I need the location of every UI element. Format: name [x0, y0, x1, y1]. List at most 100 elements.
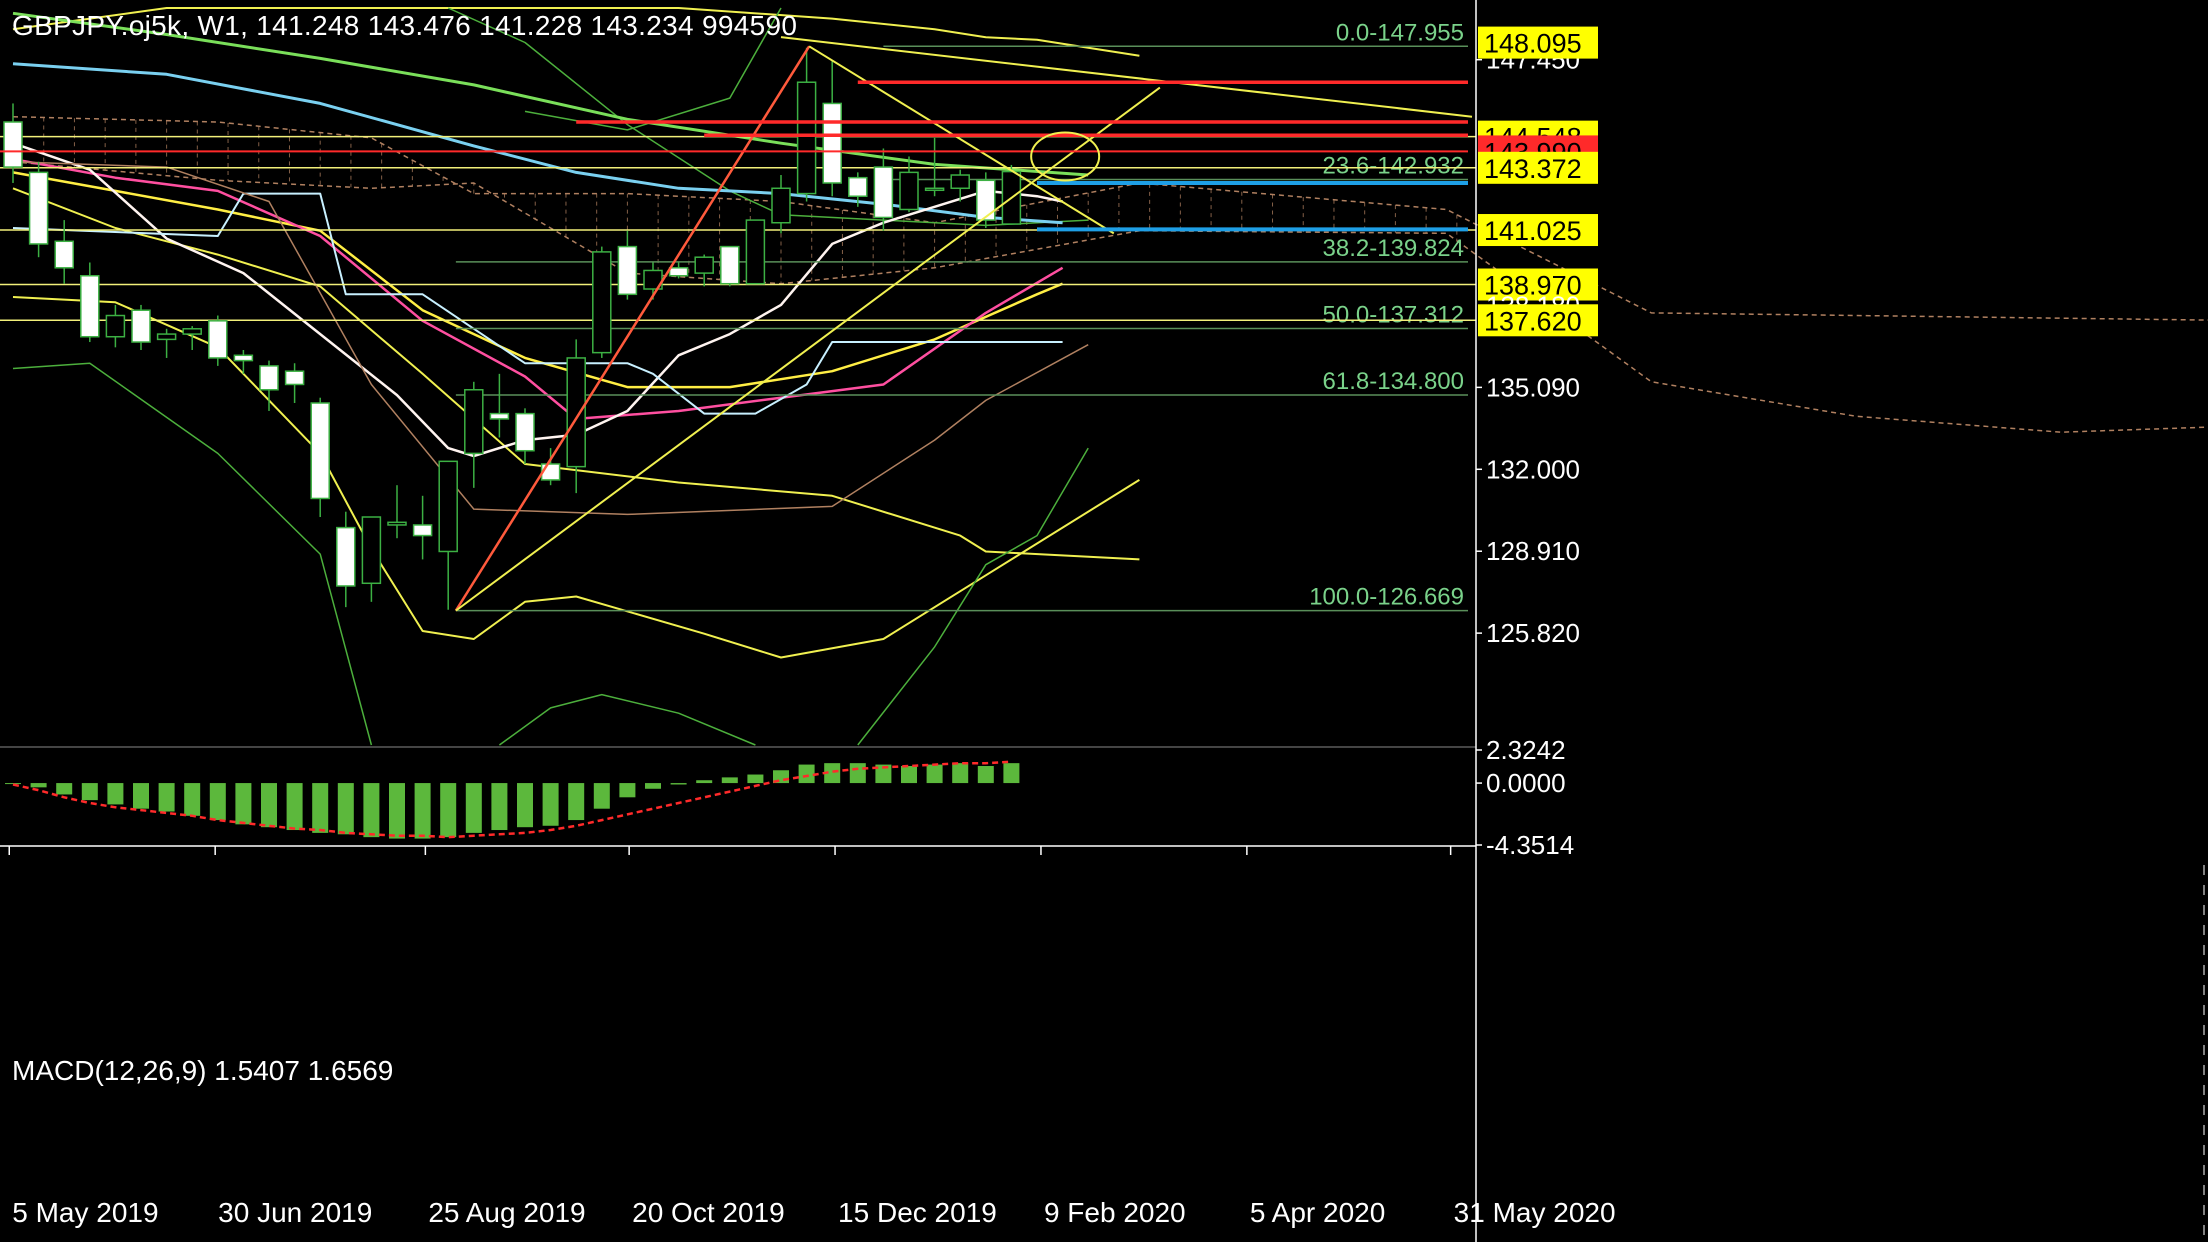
macd-tick-label: 2.3242	[1486, 735, 1566, 765]
macd-main-value: 1.5407	[214, 1055, 300, 1086]
candle-bull	[182, 328, 202, 335]
symbol-label: GBPJPY.oj5k	[12, 10, 182, 41]
macd-bar	[209, 783, 226, 821]
macd-bar	[337, 783, 354, 835]
envelope-upper	[447, 7, 1089, 227]
candle-bear	[233, 354, 254, 362]
macd-bar	[926, 764, 943, 784]
x-tick-label: 15 Dec 2019	[838, 1197, 997, 1228]
price-tag-bg	[1478, 26, 1598, 59]
timeframe-label: W1	[197, 10, 241, 41]
fib-label: 100.0-126.669	[1309, 584, 1464, 611]
candle-bull	[566, 357, 586, 468]
candle-bear	[489, 412, 510, 420]
ma-cyan	[12, 62, 1063, 225]
yellow-downtrend	[808, 45, 1115, 235]
candle-bear	[259, 365, 279, 391]
macd-bar	[30, 783, 47, 788]
candle-bear	[873, 166, 894, 219]
x-tick-label: 25 Aug 2019	[428, 1197, 585, 1228]
y-tick-label: 125.820	[1486, 618, 1580, 648]
macd-bar	[440, 783, 457, 838]
price-tag-bg	[1478, 151, 1598, 184]
candle-bull	[464, 389, 484, 455]
candle-bear	[3, 121, 23, 168]
candle-bear	[28, 171, 49, 245]
bollinger-lower	[12, 296, 1140, 659]
macd-tick-label: -4.3514	[1486, 830, 1574, 860]
price-tag-label: 137.620	[1484, 306, 1582, 336]
macd-bar	[389, 783, 405, 839]
macd-bar	[568, 783, 585, 821]
envelope-lower-2	[498, 693, 756, 746]
candle-bull	[105, 314, 126, 338]
macd-bar	[363, 783, 380, 838]
candle-bull	[361, 516, 382, 585]
price-tag-label: 143.372	[1484, 154, 1582, 184]
macd-bar	[875, 764, 892, 784]
envelope-lower	[12, 362, 373, 746]
fibonacci-retracement: 0.0-147.955 23.6-142.932 38.2-139.824 50.0-…	[455, 19, 1468, 612]
candle-bear	[540, 463, 561, 481]
price-tag-label: 141.025	[1484, 216, 1582, 246]
tenkan-line	[12, 192, 1063, 415]
candle-bear	[976, 179, 996, 221]
candle-bear	[515, 412, 535, 452]
red-trendline	[454, 45, 811, 612]
price-tags: 148.095144.548143.990143.372141.025138.9…	[1478, 26, 1598, 337]
macd-bar	[824, 763, 841, 784]
x-tick-label: 5 May 2019	[12, 1197, 158, 1228]
macd-bar	[901, 765, 917, 784]
macd-bar	[491, 783, 508, 831]
y-tick-label: 128.910	[1486, 536, 1580, 566]
macd-bar	[670, 783, 687, 785]
macd-bar	[465, 783, 482, 833]
price-tag-bg	[1478, 304, 1598, 337]
fib-label: 23.6-142.932	[1323, 152, 1464, 179]
x-tick-label: 20 Oct 2019	[632, 1197, 785, 1228]
highlight-ellipse	[1030, 131, 1101, 182]
candle-bear	[668, 267, 689, 277]
x-tick-label: 5 Apr 2020	[1250, 1197, 1385, 1228]
candle-bear	[720, 245, 740, 285]
ma-white	[12, 142, 1063, 458]
envelope-lower-3	[857, 447, 1089, 746]
y-tick-label: 135.090	[1486, 372, 1580, 402]
cloud-lagging	[12, 161, 1089, 516]
fib-label: 50.0-137.312	[1323, 301, 1464, 328]
bollinger-upper	[12, 7, 1140, 57]
candle-bull	[950, 174, 970, 190]
candle-bull	[924, 187, 945, 192]
macd-signal-value: 1.6569	[307, 1055, 394, 1086]
macd-bar	[414, 783, 431, 839]
macd-bar	[158, 783, 175, 812]
price-tag-bg	[1478, 214, 1598, 247]
candle-bull	[796, 81, 817, 195]
macd-bar	[619, 783, 636, 798]
candle-bear	[336, 526, 356, 587]
macd-bar	[542, 783, 559, 826]
ma-pink	[12, 157, 1064, 421]
price-tag-bg	[1478, 268, 1598, 301]
open-value: 141.248	[256, 10, 360, 41]
candle-bull	[156, 333, 177, 341]
macd-bar	[849, 763, 866, 784]
candle-bear	[54, 240, 74, 269]
macd-bar	[56, 783, 73, 795]
macd-tick-label: 0.0000	[1486, 768, 1566, 798]
price-tag-label: 138.970	[1484, 271, 1582, 301]
candle-bull	[438, 460, 458, 553]
fib-label: 0.0-147.955	[1336, 19, 1464, 46]
macd-bar	[107, 783, 124, 805]
candle-bear	[310, 402, 330, 500]
macd-bar	[5, 783, 21, 785]
macd-bar	[977, 765, 994, 784]
macd-bar	[133, 783, 149, 809]
volume-value: 994590	[701, 10, 798, 41]
macd-header: MACD(12,26,9) 1.5407 1.6569	[12, 1055, 393, 1087]
chart-header: GBPJPY.oj5k, W1, 141.248 143.476 141.228…	[12, 10, 798, 41]
macd-bar	[696, 780, 713, 784]
candle-bear	[80, 275, 100, 338]
